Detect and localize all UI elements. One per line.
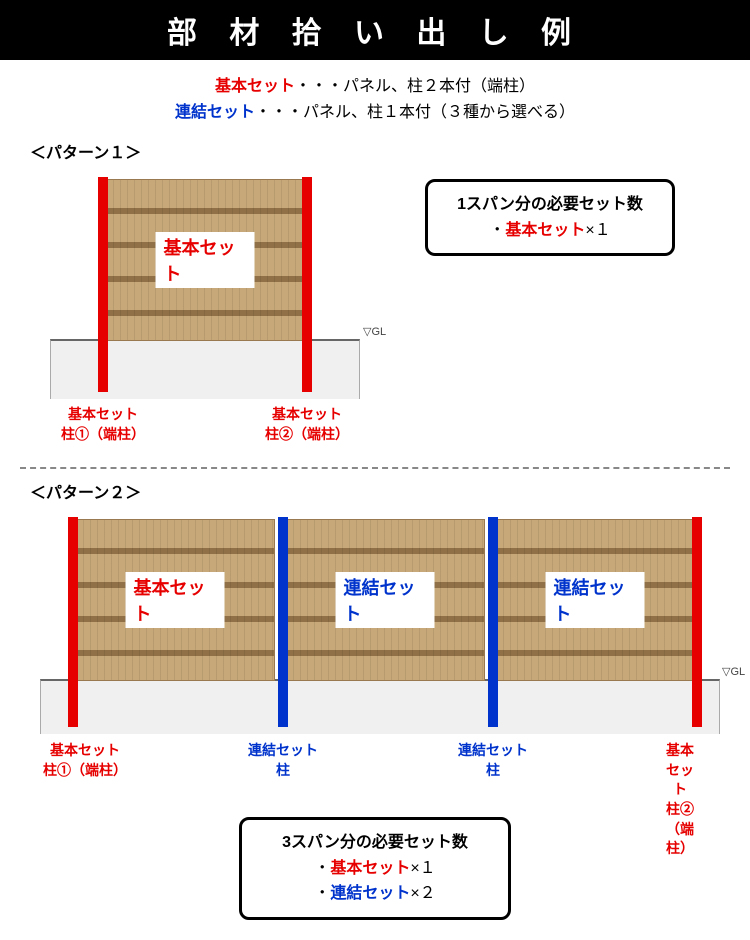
post-1-label: 基本セット 柱①（端柱） — [43, 741, 127, 780]
post-2-label-line1: 連結セット — [248, 742, 318, 758]
post-right-label-line2: 柱②（端柱） — [265, 426, 349, 442]
post-left-label-line1: 基本セット — [68, 406, 138, 422]
ground — [40, 679, 720, 734]
post-1 — [68, 517, 78, 727]
post-3-label: 連結セット 柱 — [458, 741, 528, 780]
legend: 基本セット・・・パネル、柱２本付（端柱） 連結セット・・・パネル、柱１本付（３種… — [0, 60, 750, 135]
ground — [50, 339, 360, 399]
info-basic-suffix: ×１ — [585, 222, 610, 239]
panel-label-link: 連結セット — [546, 572, 645, 628]
post-2-label-line2: 柱 — [276, 762, 290, 778]
post-4-label: 基本セット 柱②（端柱） — [660, 741, 700, 859]
info-basic: 基本セット — [330, 860, 410, 877]
panel-label-basic: 基本セット — [126, 572, 225, 628]
info-box-1: 1スパン分の必要セット数 ・基本セット×１ — [425, 179, 675, 256]
post-1-label-line1: 基本セット — [50, 742, 120, 758]
fence-panel-3: 連結セット — [495, 519, 695, 681]
fence-panel-1: 基本セット — [75, 519, 275, 681]
pattern-1-diagram: ▽GL 基本セット 基本セット 柱①（端柱） 基本セット 柱②（端柱） 1スパン… — [30, 169, 720, 449]
post-left-label-line2: 柱①（端柱） — [61, 426, 145, 442]
post-3-label-line1: 連結セット — [458, 742, 528, 758]
gl-marker: ▽GL — [363, 325, 386, 338]
legend-link-desc: ・・・パネル、柱１本付（３種から選べる） — [255, 104, 575, 121]
legend-link-label: 連結セット — [175, 104, 255, 121]
panel-label-link: 連結セット — [336, 572, 435, 628]
panel-label-basic: 基本セット — [156, 232, 255, 288]
post-3 — [488, 517, 498, 727]
post-4-label-line1: 基本セット — [666, 742, 694, 797]
pattern-1-section: ＜パターン１＞ ▽GL 基本セット 基本セット 柱①（端柱） 基本セット 柱②（… — [0, 139, 750, 459]
post-2-label: 連結セット 柱 — [248, 741, 318, 780]
page-title: 部 材 拾 い 出 し 例 — [0, 0, 750, 60]
post-4 — [692, 517, 702, 727]
post-4-label-line2: 柱②（端柱） — [666, 801, 694, 856]
post-right — [302, 177, 312, 392]
gl-marker: ▽GL — [722, 665, 745, 678]
pattern-1-heading: ＜パターン１＞ — [30, 139, 720, 163]
info-basic: 基本セット — [505, 222, 585, 239]
divider — [20, 467, 730, 469]
post-right-label-line1: 基本セット — [272, 406, 342, 422]
info-link: 連結セット — [330, 885, 410, 902]
post-2 — [278, 517, 288, 727]
post-left-label: 基本セット 柱①（端柱） — [61, 405, 145, 444]
pattern-2-section: ＜パターン２＞ ▽GL 基本セット 連結セット 連結セット 基本セット 柱①（端… — [0, 479, 750, 940]
post-right-label: 基本セット 柱②（端柱） — [265, 405, 349, 444]
legend-basic-desc: ・・・パネル、柱２本付（端柱） — [295, 78, 535, 95]
post-left — [98, 177, 108, 392]
info-box-2: 3スパン分の必要セット数 ・基本セット×１ ・連結セット×２ — [239, 817, 511, 920]
info-title: 3スパン分の必要セット数 — [282, 830, 468, 856]
fence-panel-2: 連結セット — [285, 519, 485, 681]
post-1-label-line2: 柱①（端柱） — [43, 762, 127, 778]
pattern-2-heading: ＜パターン２＞ — [30, 479, 720, 503]
legend-basic-label: 基本セット — [215, 78, 295, 95]
info-link-suffix: ×２ — [410, 885, 435, 902]
pattern-2-diagram: ▽GL 基本セット 連結セット 連結セット 基本セット 柱①（端柱） 連結セット… — [30, 509, 720, 799]
post-3-label-line2: 柱 — [486, 762, 500, 778]
info-basic-suffix: ×１ — [410, 860, 435, 877]
info-title: 1スパン分の必要セット数 — [446, 192, 654, 218]
fence-panel: 基本セット — [105, 179, 305, 341]
